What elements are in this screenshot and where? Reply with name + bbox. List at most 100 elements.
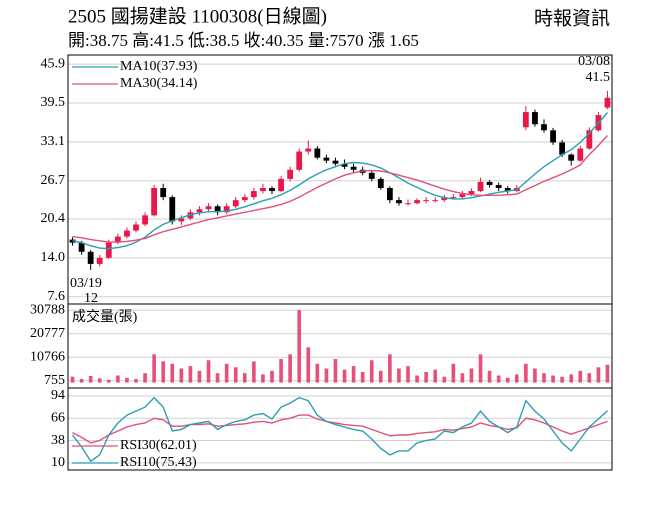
volume-bar (578, 370, 583, 383)
volume-bar (279, 359, 283, 383)
frame (67, 54, 613, 471)
candle-body (305, 148, 312, 152)
y-tick-label: 94 (51, 388, 65, 403)
candle-body (178, 218, 185, 222)
candle-body (223, 206, 230, 213)
volume-bar (542, 373, 546, 383)
volume-bar (188, 366, 193, 383)
candle-body (405, 203, 411, 205)
candle-body (296, 151, 303, 170)
candle-body (441, 197, 448, 201)
volume-bar (206, 360, 211, 383)
candle-body (241, 197, 248, 201)
candle-body (568, 154, 575, 161)
candle-body (332, 160, 339, 164)
candle-body (350, 166, 357, 170)
candle-body (541, 124, 547, 131)
candle-body (459, 194, 466, 198)
volume-bar (533, 368, 537, 383)
volume-bar (406, 366, 410, 383)
volume-bar (288, 354, 292, 383)
candle-body (486, 181, 493, 185)
volume-bar (378, 370, 383, 383)
volume-bar (388, 354, 392, 383)
volume-bar (351, 366, 356, 383)
volume-bar (134, 379, 138, 383)
chart-title: 2505 國揚建設 1100308(日線圖) (68, 5, 327, 27)
volume-bar (505, 377, 510, 383)
y-tick-label: 10 (51, 455, 65, 470)
volume-bar (342, 369, 347, 383)
volume-bar (415, 375, 419, 383)
volume-bar (161, 361, 166, 383)
volume-bar (143, 373, 147, 383)
volume-bar (270, 370, 274, 383)
volume-bar (596, 367, 601, 383)
candle-body (559, 142, 566, 155)
volume-bar (524, 363, 528, 383)
volume-bar (587, 373, 592, 383)
candle-body (586, 130, 593, 149)
volume-bar (170, 363, 175, 383)
volume-bar (70, 376, 75, 383)
volume-bar (106, 379, 111, 383)
high-date: 03/08 (578, 54, 610, 69)
y-tick-label: 66 (51, 410, 65, 425)
y-tick-label: 26.7 (41, 173, 66, 188)
y-tick-label: 20.4 (41, 211, 66, 226)
candle-body (341, 163, 348, 167)
volume-bar (97, 378, 102, 383)
candle-body (142, 215, 148, 225)
volume-bar (442, 376, 447, 383)
candle-body (160, 188, 167, 198)
candle-body (78, 242, 85, 252)
candle-body (386, 188, 393, 201)
volume-bar (315, 363, 320, 383)
candle-body (377, 178, 384, 189)
volume-bar (152, 354, 156, 383)
y-tick-label: 33.1 (41, 134, 66, 149)
y-tick-label: 10766 (30, 349, 65, 364)
volume-bar (215, 373, 220, 383)
volume-bar (306, 347, 311, 383)
volume-bar (324, 368, 329, 383)
candle-body (423, 200, 430, 202)
source: 時報資訊 (534, 7, 610, 29)
candle-body (414, 200, 420, 204)
candle-body (368, 172, 375, 179)
low-date: 03/19 (70, 276, 102, 291)
quote-line: 開:38.75 高:41.5 低:38.5 收:40.35 量:7570 漲 1… (68, 31, 419, 50)
volume-bar (478, 354, 483, 383)
y-tick-label: 20777 (30, 326, 65, 341)
volume-bar (261, 374, 265, 383)
candle-body (205, 206, 212, 210)
y-tick-label: 755 (44, 373, 65, 388)
volume-bar (469, 368, 474, 383)
volume-bar (360, 372, 365, 383)
candle-body (260, 188, 266, 192)
volume-bar (569, 374, 574, 383)
volume-bar (433, 369, 438, 383)
candle-body (450, 197, 457, 199)
volume-bar (369, 360, 374, 383)
y-tick-label: 39.5 (41, 95, 66, 110)
volume-bar (125, 377, 129, 383)
series-line (72, 414, 608, 444)
candle-body (96, 257, 103, 264)
y-tick-label: 45.9 (41, 56, 66, 71)
series-line (72, 112, 609, 250)
candle-body (124, 230, 130, 237)
volume-bar (179, 368, 184, 383)
y-tick-label: 38 (51, 433, 65, 448)
series-line (71, 396, 608, 463)
volume-bar (551, 375, 555, 383)
candle-body (504, 188, 511, 192)
candle-body (468, 191, 475, 195)
volume-bar (79, 379, 84, 383)
candle-body (287, 169, 294, 179)
candle-body (87, 251, 94, 264)
volume-bar (397, 368, 401, 383)
high-value: 41.5 (586, 70, 611, 85)
candle-body (323, 157, 330, 161)
